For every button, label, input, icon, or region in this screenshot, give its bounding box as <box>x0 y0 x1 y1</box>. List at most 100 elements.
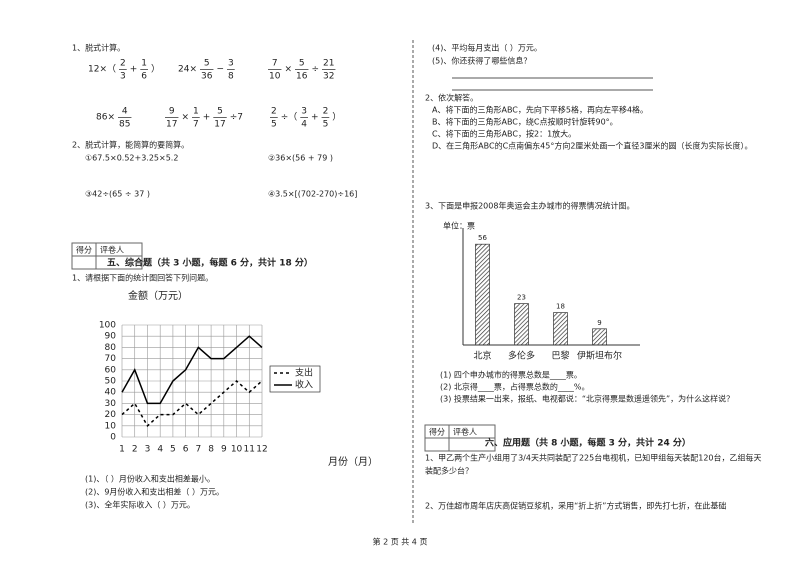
numerator: 4 <box>122 107 128 117</box>
question: (5)、你还获得了哪些信息？ <box>432 56 531 66</box>
question: 2、依次解答。 <box>425 93 478 103</box>
expr-text: × <box>181 113 189 123</box>
bar-chart: 56 北京 23 多伦多 18 巴黎 9 伊斯坦布尔 <box>462 228 640 362</box>
heading: 2、脱式计算，能简算的要简算。 <box>72 140 189 150</box>
y-tick-label: 90 <box>105 332 117 342</box>
numerator: 5 <box>299 59 305 69</box>
legend-box <box>269 365 321 393</box>
legend-label: 收入 <box>295 379 313 391</box>
question: (2)、9月份收入和支出相差（ ）万元。 <box>85 487 224 497</box>
denominator: 4 <box>301 120 307 130</box>
expr-text: 24× <box>178 65 197 75</box>
x-tick-label: 多伦多 <box>508 350 535 362</box>
expr-text: + <box>203 113 211 123</box>
expression: 86× 4 85 <box>96 107 132 130</box>
unit-label: 单位：票 <box>443 221 475 231</box>
numerator: 1 <box>193 107 199 117</box>
bar <box>592 328 607 346</box>
question: (1) 四个申办城市的得票总数是____票。 <box>440 370 582 380</box>
denominator: 7 <box>193 120 199 130</box>
y-tick-label: 100 <box>99 321 116 331</box>
expr-text: × <box>284 65 292 75</box>
x-tick-label: 6 <box>183 445 189 455</box>
x-tick-label: 3 <box>145 445 151 455</box>
expr-text: + <box>311 113 319 123</box>
x-tick-label: 北京 <box>473 350 491 362</box>
question: (3)、全年实际收入（ ）万元。 <box>85 500 195 510</box>
expression: 7 10× 5 16÷ 21 32 <box>268 59 336 82</box>
x-tick-label: 12 <box>256 445 267 455</box>
step: B、将下面的三角形ABC，绕C点按顺时针旋转90°。 <box>432 117 618 127</box>
question: 1、请根据下面的统计图回答下列问题。 <box>72 273 213 283</box>
x-tick-label: 11 <box>244 445 255 455</box>
x-tick-label: 2 <box>132 445 138 455</box>
expression: 24× 5 36−3 8 <box>178 59 235 82</box>
numerator: 3 <box>301 107 307 117</box>
numerator: 2 <box>120 59 126 69</box>
bar <box>553 312 568 346</box>
expr-text: ÷ <box>311 65 319 75</box>
item: ①67.5×0.52+3.25×5.2 <box>85 154 178 163</box>
denominator: 16 <box>296 72 308 82</box>
y-tick-label: 80 <box>105 343 117 353</box>
data-label: 18 <box>556 303 565 311</box>
x-tick-label: 4 <box>157 445 163 455</box>
expression: 917×17+517÷7 <box>165 107 243 130</box>
step: A、将下面的三角形ABC，先向下平移5格，再向左平移4格。 <box>432 105 648 115</box>
data-label: 56 <box>478 234 487 242</box>
numerator: 7 <box>272 59 278 69</box>
item: ④3.5×[(702-270)÷16] <box>268 190 357 199</box>
data-label: 23 <box>517 294 526 302</box>
bar <box>514 303 529 346</box>
y-axis-label: 金额（万元） <box>128 289 188 302</box>
y-tick-label: 10 <box>105 421 117 431</box>
x-tick-label: 巴黎 <box>551 350 569 362</box>
problem: 1、甲乙两个生产小组用了3/4天共同装配了225台电视机，已知甲组每天装配120… <box>425 453 762 463</box>
expr-text: − <box>216 65 224 75</box>
question: (2) 北京得____票，占得票总数的____%。 <box>440 382 589 392</box>
denominator: 17 <box>166 120 177 130</box>
denominator: 17 <box>214 120 225 130</box>
y-tick-label: 30 <box>105 399 117 409</box>
grader-label: 评卷人 <box>100 245 124 255</box>
denominator: 36 <box>201 72 213 82</box>
data-label: 9 <box>597 319 601 327</box>
legend-label: 支出 <box>295 367 313 379</box>
denominator: 8 <box>228 72 234 82</box>
line-series <box>121 335 263 405</box>
bar <box>475 243 490 346</box>
denominator: 6 <box>141 72 147 82</box>
y-tick-label: 60 <box>105 365 117 375</box>
question: (4)、平均每月支出（ ）万元。 <box>432 43 542 53</box>
x-tick-label: 5 <box>170 445 176 455</box>
numerator: 1 <box>141 59 147 69</box>
item: ②36×(56 + 79 ) <box>268 154 333 163</box>
x-tick-label: 7 <box>195 445 201 455</box>
expr-text: 12×（ <box>88 64 116 75</box>
expr-text: 86× <box>96 113 115 123</box>
x-tick-label: 伊斯坦布尔 <box>577 350 622 362</box>
numerator: 21 <box>323 59 334 69</box>
question: 3、下面是申报2008年奥运会主办城市的得票情况统计图。 <box>425 201 634 211</box>
expr-text: + <box>130 65 138 75</box>
denominator: 3 <box>120 72 126 82</box>
score-label: 得分 <box>76 245 92 255</box>
x-tick-label: 9 <box>221 445 227 455</box>
question: (1)、（ ）月份收入和支出相差最小。 <box>85 474 215 484</box>
expression: 12×（ 2 3 +1 6 ） <box>88 59 160 82</box>
numerator: 2 <box>271 107 277 117</box>
y-tick-label: 20 <box>105 410 117 420</box>
numerator: 3 <box>228 59 234 69</box>
y-tick-label: 0 <box>110 433 116 443</box>
numerator: 5 <box>204 59 210 69</box>
score-label: 得分 <box>429 427 445 437</box>
step: C、将下面的三角形ABC，按2：1放大。 <box>432 129 576 139</box>
x-tick-label: 1 <box>119 445 125 455</box>
denominator: 85 <box>119 120 130 130</box>
footer: 第 2 页 共 4 页 <box>373 537 428 547</box>
denominator: 5 <box>323 120 329 130</box>
score-box: 得分 评卷人 <box>71 242 143 270</box>
y-tick-label: 50 <box>105 377 117 387</box>
y-tick-label: 40 <box>105 388 117 398</box>
